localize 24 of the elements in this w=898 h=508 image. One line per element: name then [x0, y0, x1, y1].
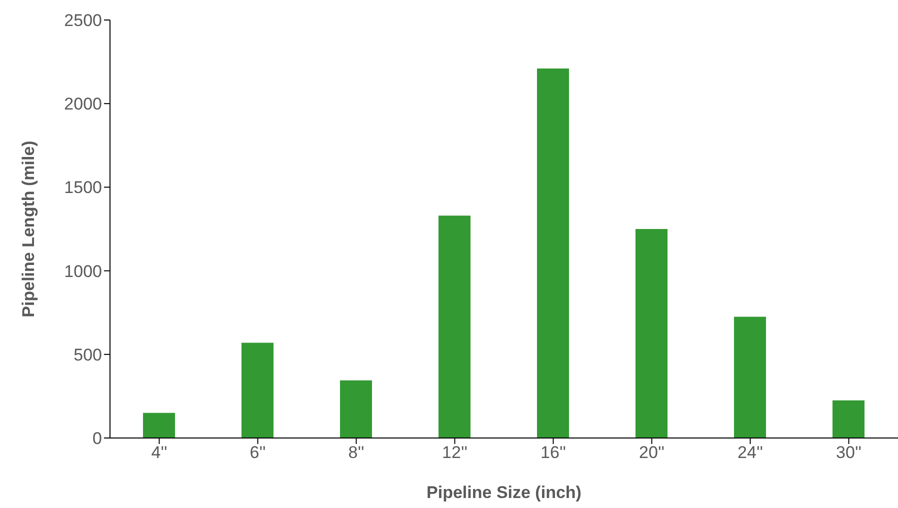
y-tick-label: 1500 — [64, 178, 102, 198]
bar — [832, 400, 864, 438]
bar — [636, 229, 668, 438]
bar — [242, 342, 274, 438]
y-tick-label: 2500 — [64, 11, 102, 30]
y-tick-label: 2000 — [64, 94, 102, 114]
x-tick-label: 20'' — [639, 443, 664, 462]
y-tick-label: 1000 — [64, 262, 102, 281]
x-tick-label: 16'' — [540, 443, 566, 462]
x-tick-label: 6'' — [250, 443, 266, 462]
x-tick-label: 30'' — [836, 443, 862, 462]
x-tick-label: 12'' — [442, 443, 468, 462]
bar — [537, 68, 569, 438]
y-tick-label: 0 — [92, 429, 102, 448]
y-tick-label: 500 — [74, 345, 102, 364]
x-tick-label: 4'' — [151, 443, 168, 462]
x-tick-label: 24'' — [738, 443, 763, 462]
y-axis-title: Pipeline Length (mile) — [19, 140, 38, 318]
x-tick-label: 8'' — [348, 443, 364, 462]
bar — [734, 316, 766, 438]
bar — [340, 380, 372, 438]
x-axis-title: Pipeline Size (inch) — [426, 483, 582, 502]
bar — [143, 412, 175, 438]
bar — [438, 216, 470, 438]
